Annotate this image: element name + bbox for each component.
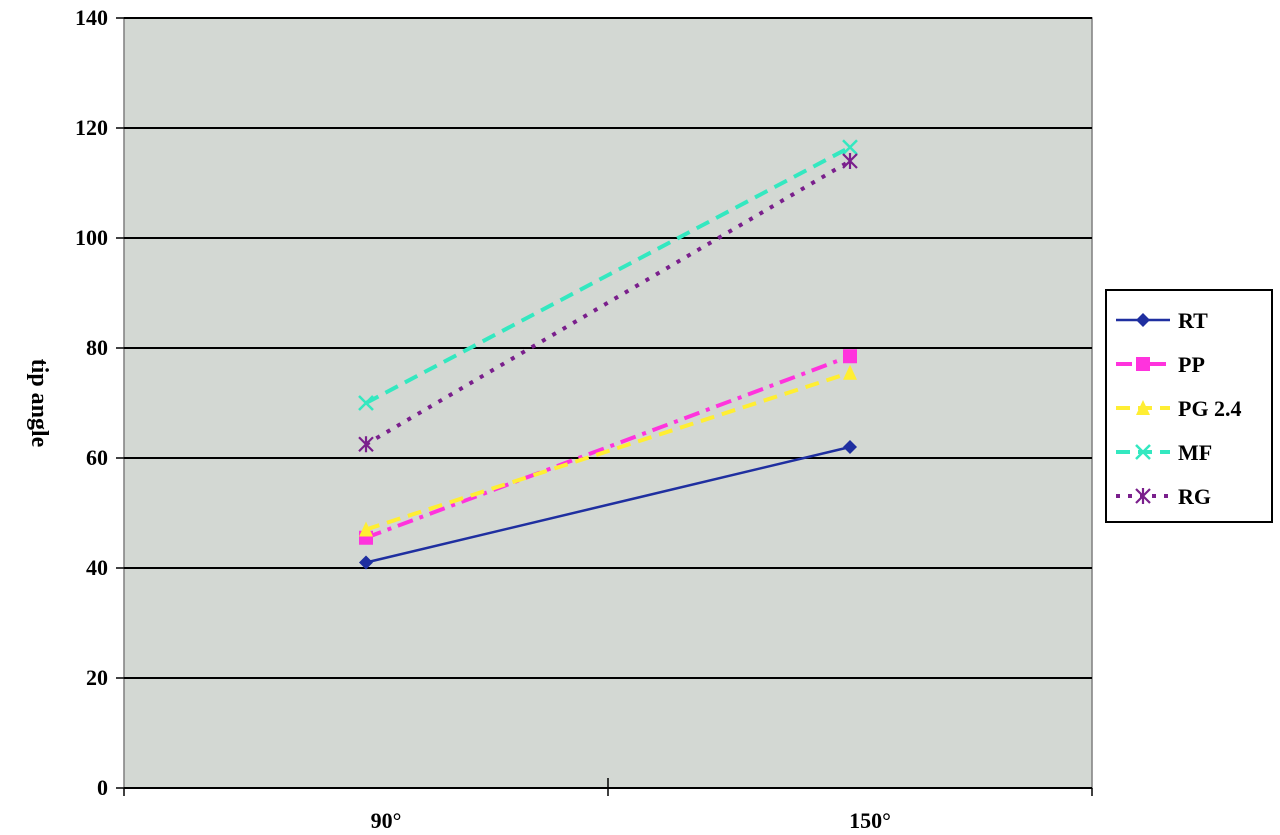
y-tick-label: 100 <box>75 225 108 250</box>
series-line <box>365 445 851 564</box>
series-pg-2-4 <box>359 364 857 537</box>
marker-diamond <box>843 440 857 454</box>
series-rt <box>359 440 857 570</box>
marker-triangle <box>1136 400 1150 415</box>
legend-label: MF <box>1178 440 1212 465</box>
series-rg <box>358 153 858 453</box>
marker-star <box>358 436 374 453</box>
marker-square <box>1136 357 1150 371</box>
legend: RT PP PG 2.4 MF RG <box>1105 289 1273 523</box>
x-axis-ticks: 90° 150° <box>123 778 1093 833</box>
y-tick-label: 0 <box>97 775 108 800</box>
series-mf <box>358 139 858 411</box>
y-tick-label: 80 <box>86 335 108 360</box>
legend-box <box>1105 289 1273 523</box>
legend-label: PG 2.4 <box>1178 396 1242 421</box>
marker-diamond <box>359 555 373 570</box>
marker-x <box>842 139 858 156</box>
marker-star <box>842 153 858 169</box>
y-tick-label: 140 <box>75 5 108 30</box>
legend-entry: RG <box>1116 484 1211 509</box>
legend-entry: RT <box>1116 308 1208 333</box>
y-tick-label: 60 <box>86 445 108 470</box>
plot-area <box>123 17 1093 789</box>
marker-square <box>843 349 857 364</box>
x-tick-label: 90° <box>371 808 402 833</box>
y-axis-label: tip angle <box>26 359 52 448</box>
marker-x <box>1135 444 1151 460</box>
legend-label: RT <box>1178 308 1208 333</box>
legend-entry: PP <box>1116 352 1205 377</box>
x-tick-label: 150° <box>849 808 891 833</box>
y-tick-label: 40 <box>86 555 108 580</box>
y-tick-label: 20 <box>86 665 108 690</box>
series-line <box>365 370 851 532</box>
plot-background <box>123 17 1093 789</box>
series-lines <box>358 139 858 570</box>
marker-triangle <box>359 521 373 537</box>
marker-diamond <box>1136 313 1150 327</box>
marker-star <box>1135 488 1151 504</box>
y-axis-ticks: 0 20 40 60 80 100 120 140 <box>75 5 124 800</box>
gridlines <box>124 17 1092 679</box>
legend-entry: MF <box>1116 440 1212 465</box>
legend-entry: PG 2.4 <box>1116 396 1242 421</box>
marker-x <box>358 395 374 411</box>
marker-triangle <box>843 364 857 380</box>
series-line <box>365 145 851 405</box>
y-tick-label: 120 <box>75 115 108 140</box>
legend-label: RG <box>1178 484 1211 509</box>
legend-label: PP <box>1178 352 1205 377</box>
